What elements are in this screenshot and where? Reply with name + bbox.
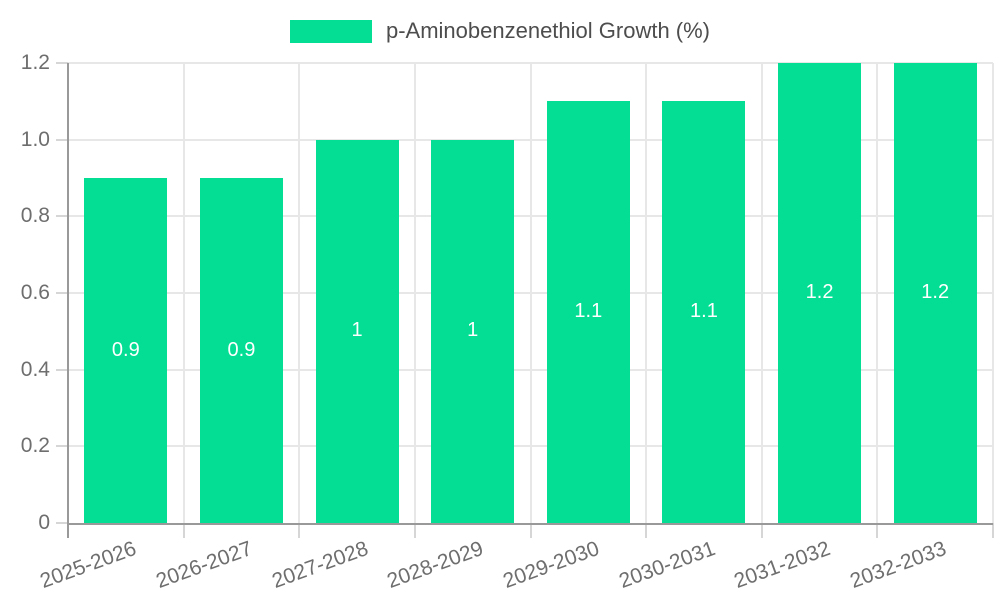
bar-value-label: 0.9	[111, 338, 140, 361]
x-gridline	[298, 63, 301, 523]
bar-2027-2028[interactable]	[315, 139, 399, 523]
x-gridline	[529, 63, 532, 523]
x-gridline	[413, 63, 416, 523]
x-axis-tick	[876, 523, 879, 538]
x-axis-tick	[182, 523, 185, 538]
y-axis-tick-label: 1.0	[20, 127, 50, 151]
bar-value-label: 1.1	[690, 300, 718, 323]
legend: p-Aminobenzenethiol Growth (%)	[0, 16, 1000, 46]
x-axis-tick	[992, 523, 994, 538]
legend-item[interactable]: p-Aminobenzenethiol Growth (%)	[289, 18, 711, 44]
x-axis-tick-label: 2031-2032	[731, 537, 834, 593]
bar-2029-2030[interactable]	[546, 101, 630, 523]
y-axis-tick-label: 0	[38, 511, 50, 534]
bar-value-label: 0.9	[227, 338, 256, 361]
bar-value-label: 1	[467, 319, 479, 342]
x-gridline	[182, 63, 185, 523]
bar-2031-2032[interactable]	[778, 63, 862, 523]
x-axis-tick	[760, 523, 763, 538]
x-axis-tick	[645, 523, 648, 538]
legend-label: p-Aminobenzenethiol Growth (%)	[385, 18, 711, 43]
bar-value-label: 1	[351, 319, 363, 342]
x-axis-line	[68, 523, 993, 525]
x-axis-tick-label: 2027-2028	[268, 537, 371, 593]
bar-value-label: 1.2	[921, 281, 950, 303]
y-axis-tick	[56, 62, 68, 64]
x-axis-tick-label: 2025-2026	[37, 537, 140, 593]
x-gridline	[760, 63, 763, 523]
bar-2030-2031[interactable]	[662, 101, 746, 523]
x-axis-tick-label: 2029-2030	[499, 537, 603, 593]
y-axis-tick-label: 0.8	[20, 204, 50, 228]
y-axis-tick	[56, 445, 68, 448]
x-axis-tick	[298, 523, 301, 538]
x-gridline	[876, 63, 879, 523]
y-axis-tick-label: 0.4	[20, 357, 50, 381]
y-axis-line	[67, 63, 69, 538]
x-axis-tick	[413, 523, 416, 538]
x-gridline	[645, 63, 648, 523]
y-axis-tick	[56, 292, 68, 294]
bar-value-label: 1.2	[805, 281, 834, 303]
y-axis-tick-label: 1.2	[20, 51, 50, 74]
y-axis-tick	[56, 368, 68, 371]
bar-2032-2033[interactable]	[893, 63, 977, 523]
y-axis-tick-label: 0.2	[20, 434, 50, 458]
y-axis-tick-label: 0.6	[20, 281, 50, 304]
y-axis-tick	[56, 522, 68, 524]
x-axis-tick	[529, 523, 532, 538]
bar-2025-2026[interactable]	[84, 178, 168, 523]
bar-2026-2027[interactable]	[199, 178, 283, 523]
x-axis-tick-label: 2026-2027	[153, 537, 256, 593]
bar-value-label: 1.1	[574, 300, 603, 323]
y-axis-tick	[56, 138, 68, 141]
legend-swatch-icon	[289, 19, 372, 43]
x-axis-tick-label: 2030-2031	[615, 537, 718, 593]
x-axis-tick-label: 2028-2029	[384, 537, 487, 593]
y-axis-tick	[56, 215, 68, 218]
bar-2028-2029[interactable]	[431, 139, 515, 523]
x-axis-tick-label: 2032-2033	[846, 537, 950, 593]
x-gridline	[992, 63, 994, 523]
